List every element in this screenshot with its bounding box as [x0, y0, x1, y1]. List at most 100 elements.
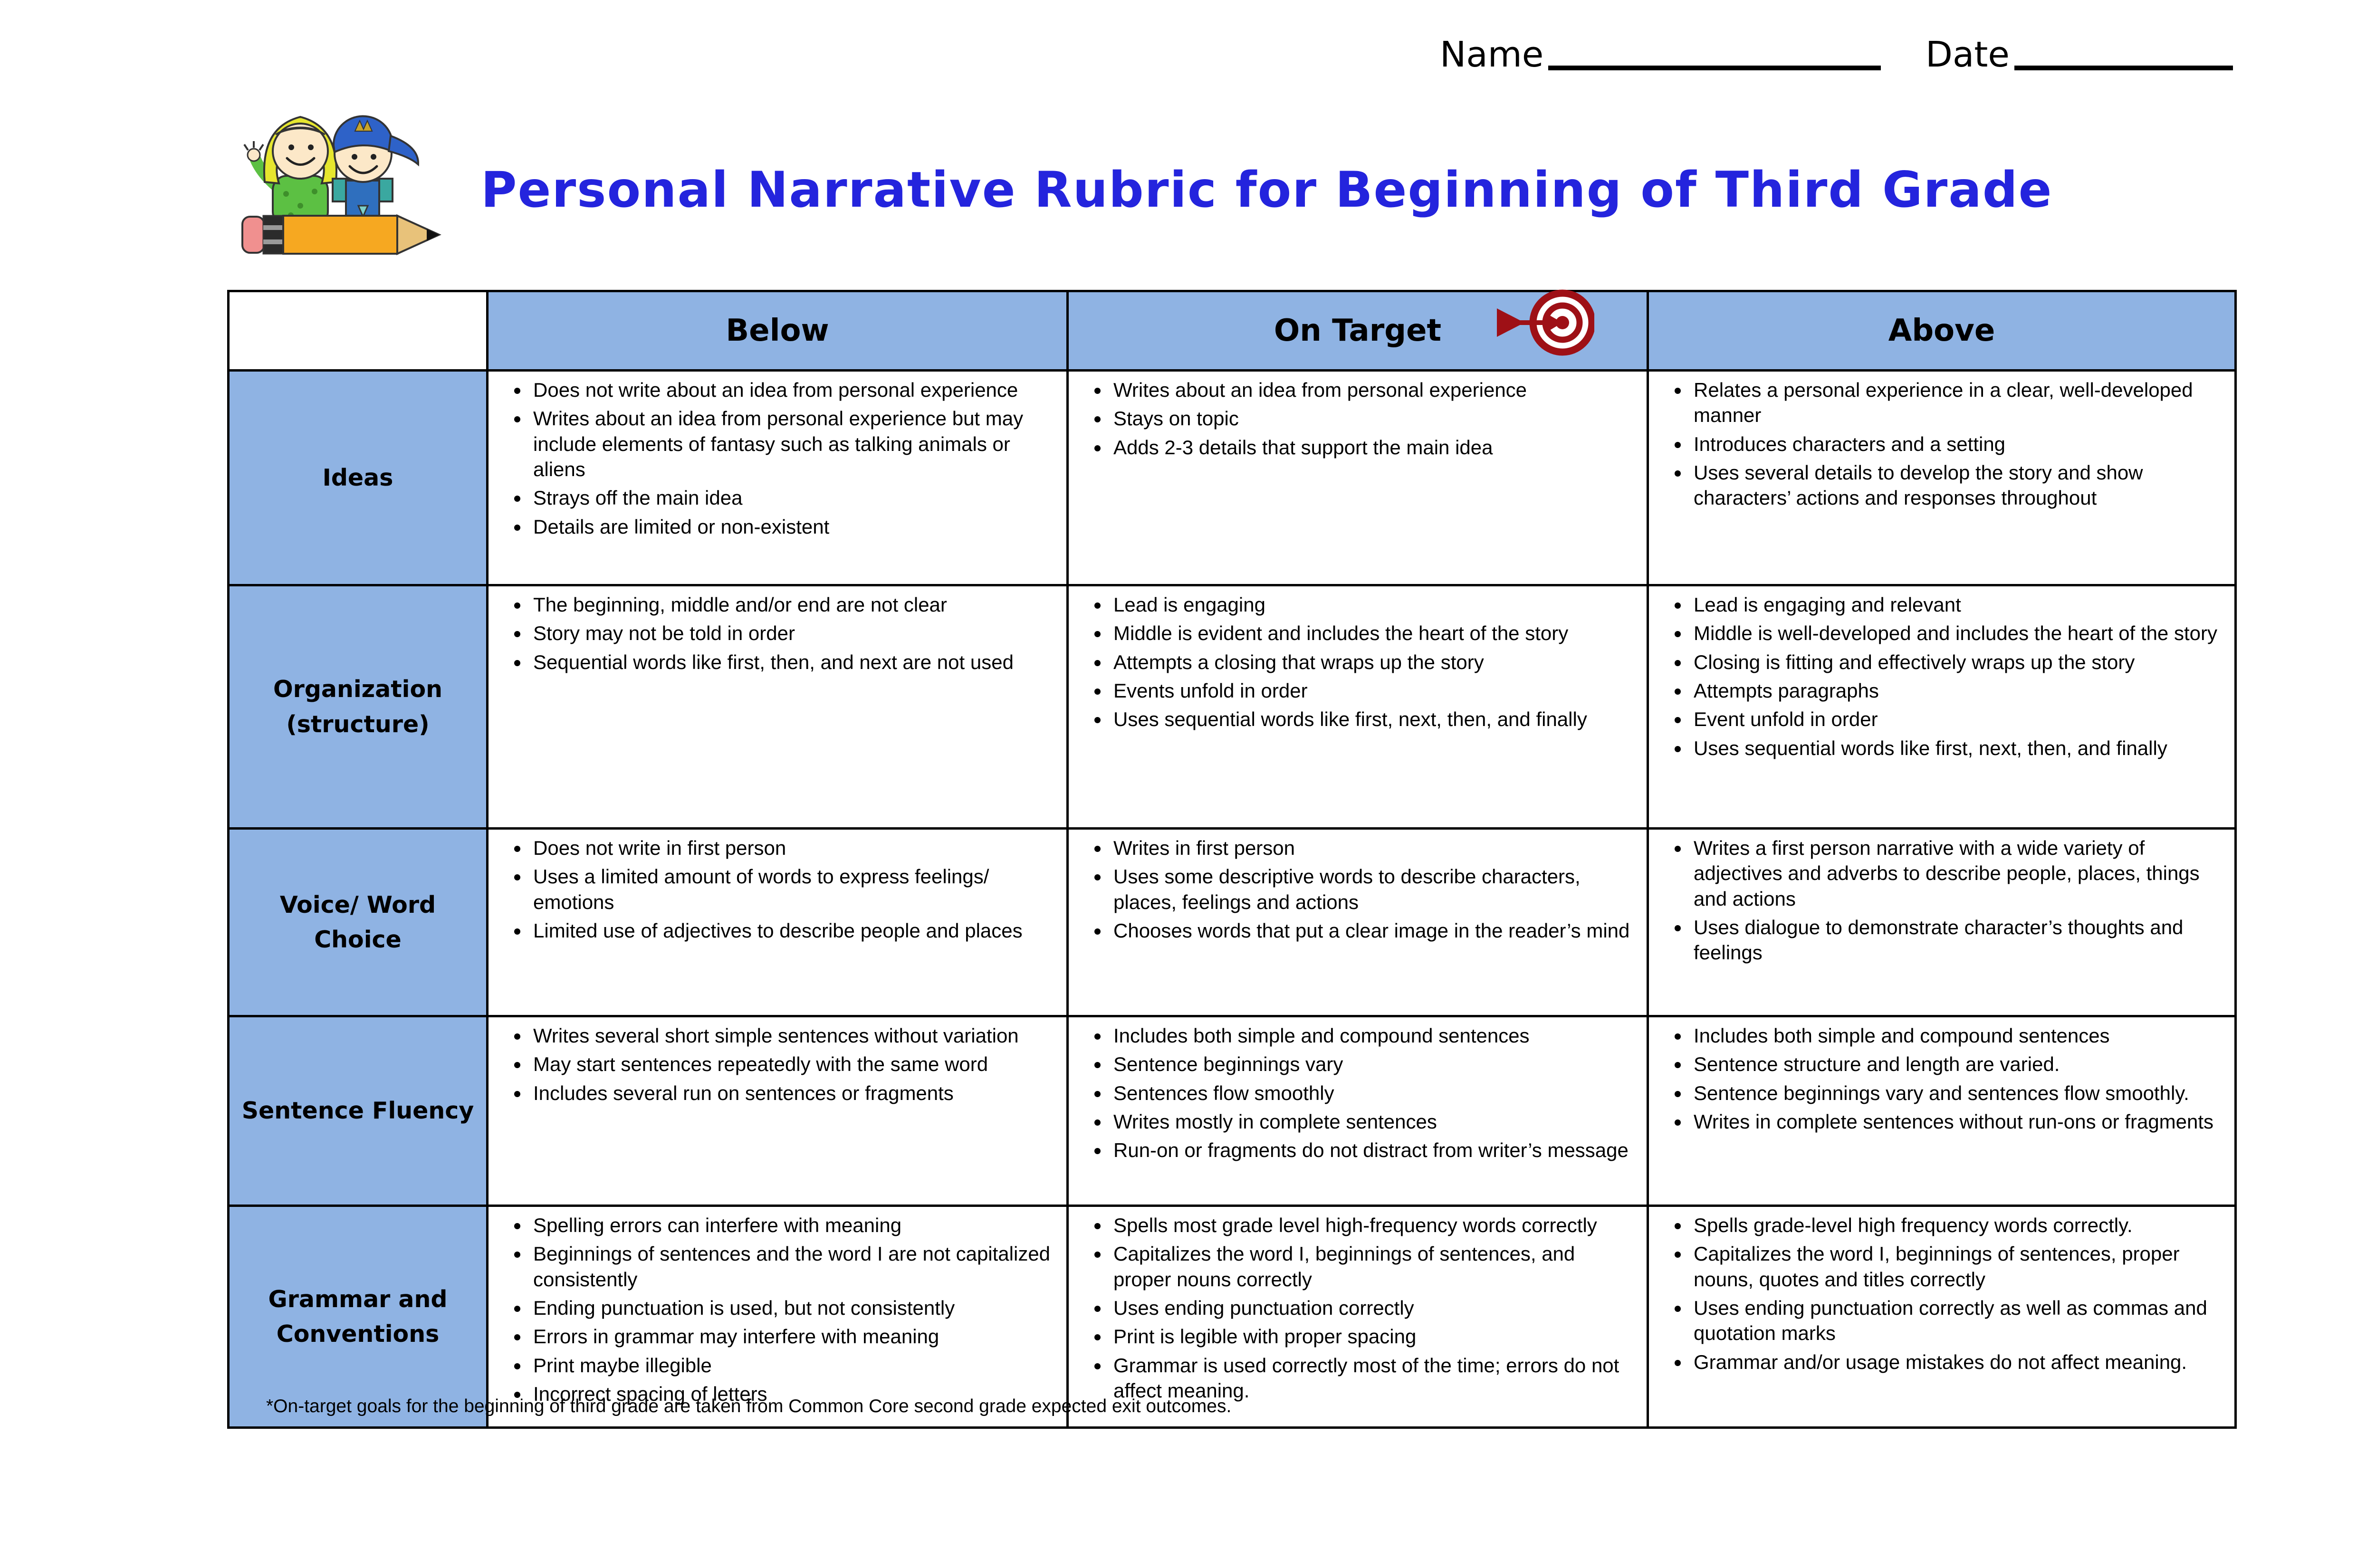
- header-row: Below On Target Above: [227, 289, 2237, 372]
- date-blank-line: [2014, 66, 2233, 70]
- cell-organization-above: Lead is engaging and relevant Middle is w…: [1647, 584, 2237, 830]
- rubric-bullet: Middle is well-developed and includes th…: [1690, 621, 2222, 646]
- name-blank-line: [1548, 66, 1881, 70]
- rubric-bullet: Stays on topic: [1110, 406, 1634, 431]
- bullet-list: Spells grade-level high frequency words …: [1653, 1213, 2222, 1375]
- rubric-bullet: Errors in grammar may interfere with mea…: [529, 1324, 1054, 1349]
- bullet-list: Writes in first person Uses some descript…: [1073, 835, 1634, 943]
- rubric-bullet: Story may not be told in order: [529, 621, 1054, 646]
- bullet-list: Does not write in first person Uses a lim…: [492, 835, 1054, 943]
- table-row-organization: Organization (structure) The beginning, …: [227, 584, 2237, 830]
- rubric-bullet: Run-on or fragments do not distract from…: [1110, 1138, 1634, 1163]
- rubric-bullet: Writes in first person: [1110, 835, 1634, 860]
- rubric-bullet: Sentence structure and length are varied…: [1690, 1052, 2222, 1077]
- rubric-bullet: Sentences flow smoothly: [1110, 1080, 1634, 1106]
- bullet-list: Writes several short simple sentences wi…: [492, 1023, 1054, 1106]
- cell-voice-below: Does not write in first person Uses a lim…: [486, 827, 1069, 1017]
- rubric-bullet: Ending punctuation is used, but not cons…: [529, 1295, 1054, 1320]
- rubric-bullet: Introduces characters and a setting: [1690, 431, 2222, 457]
- date-field: Date: [1926, 37, 2233, 72]
- rubric-bullet: Events unfold in order: [1110, 678, 1634, 703]
- rubric-bullet: Writes in complete sentences without run…: [1690, 1109, 2222, 1134]
- rubric-bullet: Uses a limited amount of words to expres…: [529, 864, 1054, 915]
- rubric-bullet: Writes a first person narrative with a w…: [1690, 835, 2222, 911]
- rubric-bullet: Lead is engaging: [1110, 592, 1634, 617]
- rubric-bullet: Spells grade-level high frequency words …: [1690, 1213, 2222, 1238]
- rubric-bullet: Does not write about an idea from person…: [529, 377, 1054, 402]
- rubric-bullet: Limited use of adjectives to describe pe…: [529, 918, 1054, 943]
- rubric-bullet: Uses sequential words like first, next, …: [1690, 736, 2222, 761]
- rubric-bullet: Does not write in first person: [529, 835, 1054, 860]
- rubric-bullet: May start sentences repeatedly with the …: [529, 1052, 1054, 1077]
- rubric-bullet: Uses ending punctuation correctly: [1110, 1295, 1634, 1320]
- bullet-list: Writes a first person narrative with a w…: [1653, 835, 2222, 966]
- rubric-bullet: Attempts paragraphs: [1690, 678, 2222, 703]
- cell-ideas-below: Does not write about an idea from person…: [486, 369, 1069, 586]
- name-field: Name: [1440, 37, 1881, 72]
- bullet-list: Lead is engaging and relevant Middle is w…: [1653, 592, 2222, 761]
- rubric-bullet: Sequential words like first, then, and n…: [529, 650, 1054, 675]
- row-label-organization: Organization (structure): [227, 584, 489, 830]
- bullet-list: Spells most grade level high-frequency w…: [1073, 1213, 1634, 1403]
- bullet-list: Writes about an idea from personal exper…: [1073, 377, 1634, 460]
- rubric-bullet: Uses some descriptive words to describe …: [1110, 864, 1634, 915]
- rubric-bullet: Capitalizes the word I, beginnings of se…: [1690, 1241, 2222, 1292]
- name-label: Name: [1440, 34, 1544, 75]
- rubric-bullet: Adds 2-3 details that support the main i…: [1110, 435, 1634, 460]
- column-header-below: Below: [486, 290, 1069, 372]
- bullet-list: Includes both simple and compound senten…: [1653, 1023, 2222, 1134]
- cell-organization-below: The beginning, middle and/or end are not…: [486, 584, 1069, 830]
- rubric-bullet: Sentence beginnings vary and sentences f…: [1690, 1080, 2222, 1106]
- bullet-list: Relates a personal experience in a clear…: [1653, 377, 2222, 511]
- rubric-bullet: Print is legible with proper spacing: [1110, 1324, 1634, 1349]
- rubric-bullet: Writes about an idea from personal exper…: [1110, 377, 1634, 402]
- rubric-bullet: Relates a personal experience in a clear…: [1690, 377, 2222, 428]
- rubric-bullet: Details are limited or non-existent: [529, 514, 1054, 539]
- rubric-table: Below On Target Above: [227, 289, 2237, 1429]
- table-row-voice-word-choice: Voice/ Word Choice Does not write in fir…: [227, 827, 2237, 1017]
- cell-grammar-above: Spells grade-level high frequency words …: [1647, 1205, 2237, 1429]
- rubric-bullet: Print maybe illegible: [529, 1353, 1054, 1378]
- row-label-ideas: Ideas: [227, 369, 489, 586]
- cell-voice-above: Writes a first person narrative with a w…: [1647, 827, 2237, 1017]
- column-header-on-target: On Target: [1066, 289, 1649, 372]
- table-row-grammar-conventions: Grammar and Conventions Spelling errors …: [227, 1205, 2237, 1429]
- page-title: Personal Narrative Rubric for Beginning …: [481, 162, 2053, 219]
- row-label-grammar-conventions: Grammar and Conventions: [227, 1205, 489, 1429]
- rubric-bullet: Closing is fitting and effectively wraps…: [1690, 650, 2222, 675]
- kids-with-pencil-clipart: [220, 56, 457, 277]
- rubric-bullet: Attempts a closing that wraps up the sto…: [1110, 650, 1634, 675]
- bullet-list: Spelling errors can interfere with meani…: [492, 1213, 1054, 1406]
- bullet-list: Lead is engaging Middle is evident and in…: [1073, 592, 1634, 732]
- cell-grammar-on-target: Spells most grade level high-frequency w…: [1066, 1205, 1649, 1429]
- cell-sentence-on-target: Includes both simple and compound senten…: [1066, 1015, 1649, 1207]
- bullet-list: Includes both simple and compound senten…: [1073, 1023, 1634, 1163]
- cell-voice-on-target: Writes in first person Uses some descript…: [1066, 827, 1649, 1017]
- rubric-bullet: Uses sequential words like first, next, …: [1110, 707, 1634, 732]
- corner-cell: [227, 290, 489, 372]
- rubric-bullet: Uses several details to develop the stor…: [1690, 460, 2222, 511]
- rubric-bullet: Strays off the main idea: [529, 485, 1054, 510]
- rubric-bullet: Writes mostly in complete sentences: [1110, 1109, 1634, 1134]
- rubric-bullet: Includes several run on sentences or fra…: [529, 1080, 1054, 1106]
- rubric-bullet: Chooses words that put a clear image in …: [1110, 918, 1634, 943]
- rubric-bullet: Sentence beginnings vary: [1110, 1052, 1634, 1077]
- row-label-voice-word-choice: Voice/ Word Choice: [227, 827, 489, 1017]
- cell-organization-on-target: Lead is engaging Middle is evident and in…: [1066, 584, 1649, 830]
- table-row-ideas: Ideas Does not write about an idea from …: [227, 369, 2237, 586]
- rubric-bullet: Beginnings of sentences and the word I a…: [529, 1241, 1054, 1292]
- rubric-bullet: Grammar is used correctly most of the ti…: [1110, 1353, 1634, 1404]
- bullet-list: The beginning, middle and/or end are not…: [492, 592, 1054, 675]
- rubric-bullet: Grammar and/or usage mistakes do not aff…: [1690, 1349, 2222, 1375]
- rubric-bullet: The beginning, middle and/or end are not…: [529, 592, 1054, 617]
- rubric-bullet: Spells most grade level high-frequency w…: [1110, 1213, 1634, 1238]
- cell-sentence-above: Includes both simple and compound senten…: [1647, 1015, 2237, 1207]
- rubric-bullet: Uses dialogue to demonstrate character’s…: [1690, 915, 2222, 966]
- cell-sentence-below: Writes several short simple sentences wi…: [486, 1015, 1069, 1207]
- rubric-bullet: Incorrect spacing of letters: [529, 1381, 1054, 1406]
- rubric-bullet: Event unfold in order: [1690, 707, 2222, 732]
- rubric-bullet: Uses ending punctuation correctly as wel…: [1690, 1295, 2222, 1346]
- rubric-bullet: Capitalizes the word I, beginnings of se…: [1110, 1241, 1634, 1292]
- cell-ideas-on-target: Writes about an idea from personal exper…: [1066, 369, 1649, 586]
